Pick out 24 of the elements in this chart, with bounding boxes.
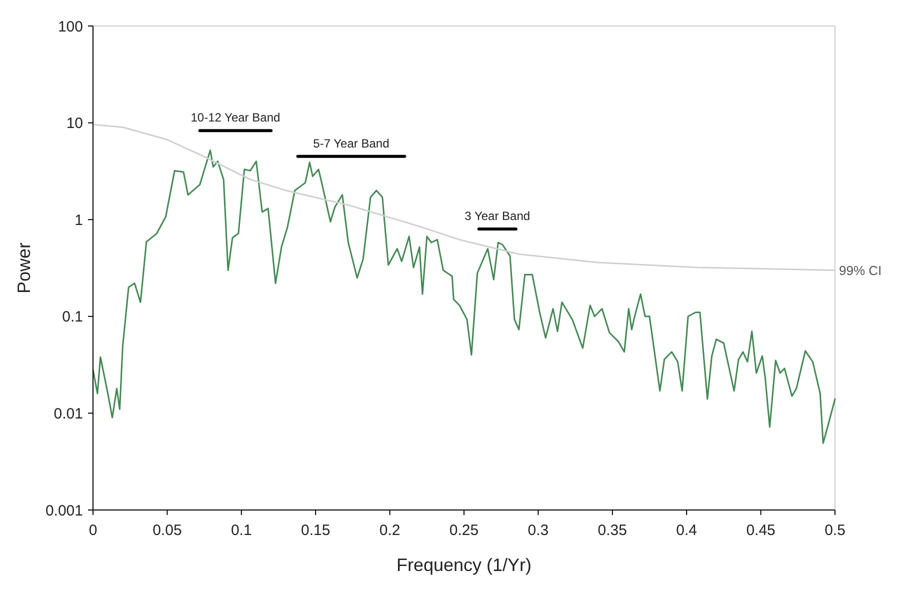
x-tick-label: 0.3 [528,522,549,539]
series-label: 3 Year Band [464,208,530,223]
y-tick-label: 0.001 [45,502,83,520]
y-tick-label: 100 [58,18,83,36]
x-tick-label: 0.4 [676,522,698,539]
series-label: 5-7 Year Band [313,136,390,150]
y-axis-title: Power [14,242,34,294]
x-tick-label: 0 [88,522,98,539]
x-axis-title: Frequency (1/Yr) [396,555,532,575]
x-tick-label: 0.35 [598,522,627,539]
y-tick-label: 0.1 [62,308,83,326]
x-tick-label: 0.45 [746,522,776,539]
series-label: 99% CI [839,262,882,278]
y-tick-label: 1 [74,212,83,229]
x-tick-label: 0.2 [379,522,400,539]
line-series [92,150,836,444]
y-tick-label: 10 [66,115,83,132]
x-tick-label: 0.25 [449,522,479,539]
x-tick-label: 0.5 [824,522,846,539]
y-tick-label: 0.01 [54,405,83,422]
series-label: 10-12 Year Band [190,110,280,125]
x-tick-label: 0.15 [301,522,330,539]
x-tick-label: 0.05 [152,522,182,539]
x-tick-label: 0.1 [230,522,252,539]
